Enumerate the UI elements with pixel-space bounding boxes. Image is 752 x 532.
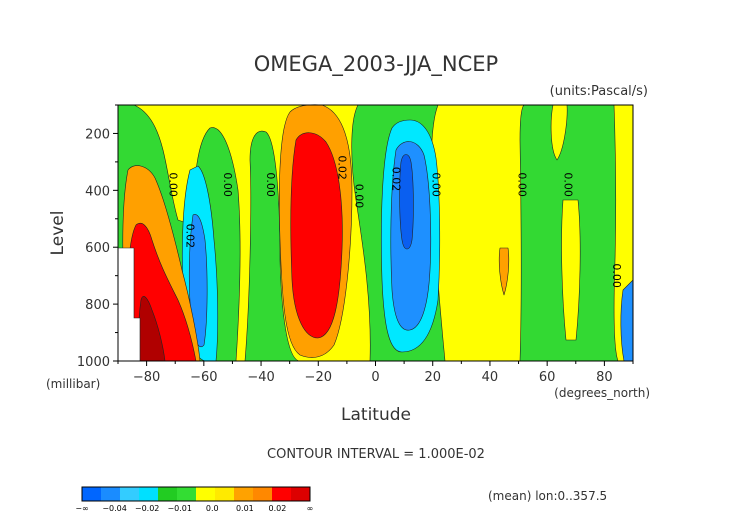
y-tick-label: 1000 — [77, 355, 110, 370]
colorbar-swatch — [272, 487, 292, 501]
contour-label: 0.00 — [561, 172, 574, 197]
x-tick-label: 40 — [482, 370, 499, 385]
colorbar-label: 0.0 — [206, 504, 219, 513]
colorbar-label: −0.01 — [167, 504, 192, 513]
x-tick-label: 20 — [424, 370, 441, 385]
down-north-edge-region — [620, 279, 634, 362]
contour-label: 0.00 — [610, 263, 623, 288]
contour-label: 0.02 — [335, 155, 348, 180]
contour-label: 0.02 — [184, 224, 197, 249]
colorbar-label: 0.02 — [269, 504, 287, 513]
x-tick-label: −80 — [133, 370, 160, 385]
colorbar-label: −∞ — [75, 504, 88, 513]
colorbar: −∞ −0.04 −0.02 −0.01 0.0 0.01 0.02 ∞ — [75, 486, 314, 513]
contour-label: 0.00 — [352, 184, 365, 209]
colorbar-swatch — [82, 487, 102, 501]
colorbar-swatch — [196, 487, 216, 501]
colorbar-swatch — [139, 487, 159, 501]
plot-area — [117, 104, 634, 362]
x-tick-label: −40 — [247, 370, 274, 385]
contour-label: 0.00 — [516, 172, 529, 197]
down-south-region — [188, 214, 208, 348]
contour-interval-label: CONTOUR INTERVAL = 1.000E-02 — [267, 447, 485, 462]
chart-title: OMEGA_2003-JJA_NCEP — [254, 52, 498, 77]
colorbar-frame — [81, 486, 311, 502]
weak-up-field-region — [133, 104, 634, 362]
y-axis: 200 400 600 800 1000 — [77, 104, 118, 370]
colorbar-swatch — [234, 487, 254, 501]
mean-lon-footer: (mean) lon:0..357.5 — [488, 489, 607, 503]
colorbar-swatch — [291, 487, 311, 501]
colorbar-swatch — [215, 487, 235, 501]
colorbar-swatch — [101, 487, 121, 501]
colorbar-swatch — [253, 487, 273, 501]
colorbar-label: −0.02 — [135, 504, 160, 513]
contour-label: 0.00 — [167, 172, 180, 197]
x-axis-title: Latitude — [341, 405, 411, 425]
contour-label: 0.00 — [221, 172, 234, 197]
contour-labels: 0.00 0.02 0.00 0.00 0.02 0.00 0.02 0.00 0.00 0.00… — [167, 155, 623, 288]
x-tick-label: −20 — [305, 370, 332, 385]
contour-label: 0.00 — [264, 172, 277, 197]
contour-label: 0.00 — [430, 172, 443, 197]
y-tick-label: 800 — [85, 298, 110, 313]
colorbar-swatch — [158, 487, 178, 501]
colorbar-label: ∞ — [307, 504, 314, 513]
x-tick-label: 80 — [596, 370, 613, 385]
contour-label: 0.02 — [390, 167, 403, 192]
x-tick-label: 0 — [371, 370, 379, 385]
y-axis-units: (millibar) — [46, 377, 100, 391]
x-tick-label: 60 — [539, 370, 556, 385]
weak-up-patch-north-region — [561, 199, 581, 341]
y-tick-label: 400 — [85, 184, 110, 199]
colorbar-swatch — [120, 487, 140, 501]
colorbar-label: 0.01 — [236, 504, 254, 513]
x-axis: −80 −60 −40 −20 0 20 40 60 80 — [117, 361, 634, 385]
x-axis-units: (degrees_north) — [554, 386, 650, 400]
strong-up-subtropics-region — [290, 132, 343, 339]
colorbar-label: −0.04 — [102, 504, 127, 513]
y-tick-label: 200 — [85, 127, 110, 142]
x-tick-label: −60 — [190, 370, 217, 385]
colorbar-swatch — [177, 487, 197, 501]
y-axis-title: Level — [48, 211, 68, 256]
units-label: (units:Pascal/s) — [550, 84, 648, 99]
strong-down-tropics-region — [399, 154, 414, 250]
up-north-patch-region — [498, 247, 510, 296]
y-tick-label: 600 — [85, 241, 110, 256]
